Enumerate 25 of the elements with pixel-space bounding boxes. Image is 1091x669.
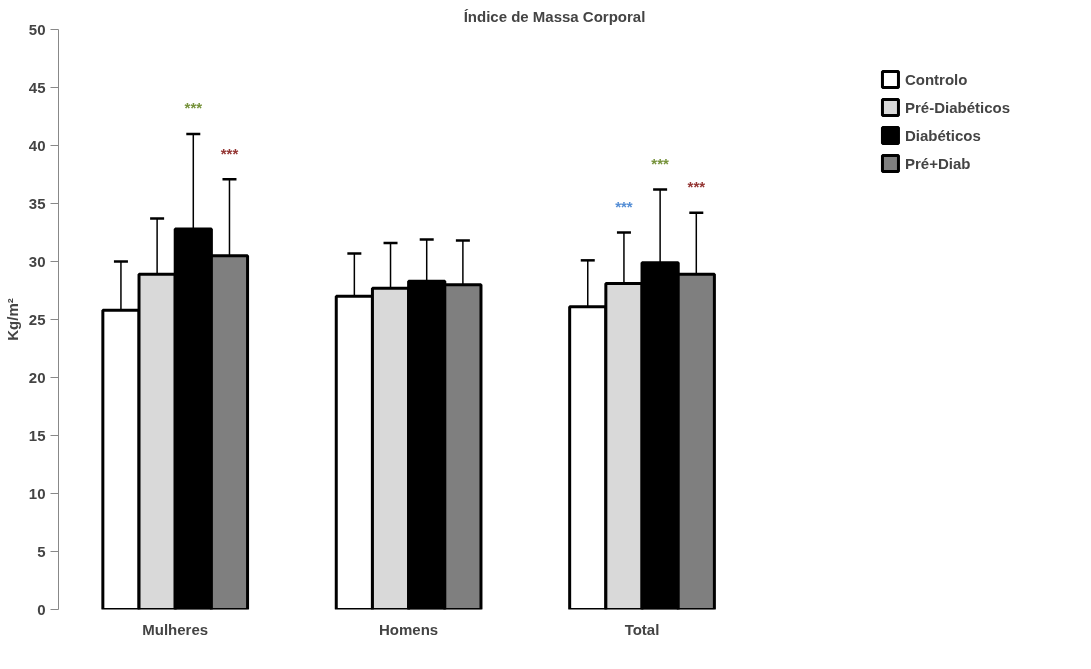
- legend-label: Pré-Diabéticos: [904, 98, 1010, 116]
- legend-label: Diabéticos: [904, 126, 981, 144]
- y-tick-label: 5: [37, 542, 46, 560]
- annotation: ***: [184, 99, 203, 117]
- y-tick-label: 35: [28, 194, 46, 212]
- y-tick-label: 20: [28, 368, 46, 386]
- annotation: ***: [651, 155, 670, 173]
- y-tick-label: 10: [28, 484, 46, 502]
- y-tick-label: 15: [28, 426, 46, 444]
- annotation: ***: [615, 198, 633, 215]
- y-tick-label: 0: [37, 600, 46, 618]
- y-tick-label: 25: [28, 310, 46, 328]
- x-tick-label: Homens: [379, 620, 439, 638]
- y-tick-label: 40: [28, 136, 46, 154]
- annotation: ***: [687, 178, 706, 196]
- y-axis-title: Kg/m²: [3, 298, 21, 341]
- y-tick-label: 45: [28, 78, 46, 96]
- y-tick-label: 30: [28, 252, 46, 270]
- annotation: ***: [220, 144, 239, 162]
- legend-label: Controlo: [904, 70, 968, 88]
- legend-label: Pré+Diab: [904, 154, 971, 172]
- x-tick-label: Mulheres: [142, 620, 209, 638]
- y-tick-label: 50: [28, 20, 46, 38]
- x-tick-label: Total: [624, 620, 660, 638]
- chart-title: Índice de Massa Corporal: [463, 7, 646, 25]
